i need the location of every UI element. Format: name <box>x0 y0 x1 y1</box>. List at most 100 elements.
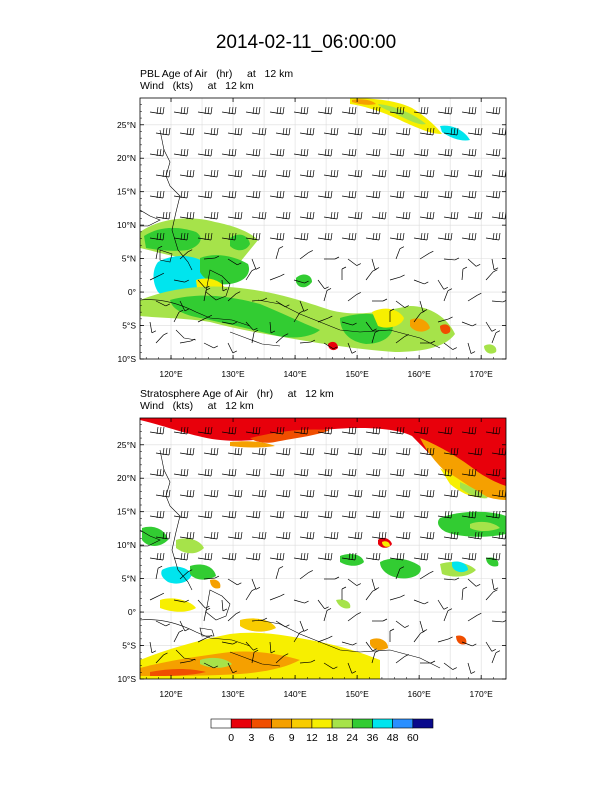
wind-barb <box>149 272 165 281</box>
wind-barb <box>275 169 291 178</box>
wind-barb <box>245 588 256 601</box>
colorbar-swatch <box>311 718 333 729</box>
wind-barb <box>485 190 501 199</box>
wind-barb <box>221 468 237 477</box>
wind-barb <box>221 552 237 561</box>
wind-barb <box>149 106 165 115</box>
wind-barb <box>419 169 435 178</box>
wind-barb <box>395 246 405 260</box>
wind-barb <box>437 148 453 157</box>
wind-barb <box>245 510 261 519</box>
wind-barb <box>395 489 411 498</box>
wind-barb <box>371 650 380 664</box>
wind-barb <box>389 552 405 561</box>
wind-barb <box>251 297 268 302</box>
lon-tick-label: 140°E <box>283 689 307 699</box>
strat-field-west-orange <box>210 579 221 589</box>
strat-field-green-small <box>336 599 351 609</box>
wind-barb <box>173 510 189 519</box>
wind-barb <box>269 641 276 654</box>
wind-barb <box>245 426 261 435</box>
strat-field-bottom-right2 <box>456 635 467 645</box>
wind-barb <box>443 127 459 136</box>
wind-barb <box>197 148 213 157</box>
colorbar-swatch <box>392 718 414 729</box>
wind-barb <box>347 662 357 674</box>
wind-barb <box>269 190 285 199</box>
wind-barb <box>227 211 243 220</box>
wind-barb <box>293 630 304 643</box>
wind-barb <box>227 578 242 586</box>
wind-barb <box>275 211 291 220</box>
wind-barb <box>299 659 316 664</box>
wind-barb <box>251 169 267 178</box>
wind-barb <box>179 127 195 136</box>
wind-barb <box>347 292 361 302</box>
wind-barb <box>419 127 435 136</box>
wind-barb <box>341 232 357 241</box>
wind-barb <box>203 127 219 136</box>
wind-barb <box>365 552 381 561</box>
wind-barb <box>341 510 357 519</box>
wind-barb <box>269 321 276 334</box>
wind-barb <box>323 447 339 456</box>
wind-barb <box>293 310 304 323</box>
wind-barb <box>372 618 388 622</box>
wind-barb <box>341 641 357 646</box>
wind-barb <box>299 169 315 178</box>
wind-barb <box>365 588 377 601</box>
wind-barb <box>371 258 380 270</box>
wind-barb <box>155 531 171 540</box>
wind-barb <box>245 106 261 115</box>
wind-barb <box>461 266 468 281</box>
wind-barb <box>251 211 267 220</box>
wind-barb <box>491 620 506 623</box>
wind-barb <box>461 510 477 519</box>
wind-barb <box>299 531 315 540</box>
lon-tick-label: 160°E <box>408 689 432 699</box>
lon-tick-label: 170°E <box>470 689 494 699</box>
wind-barb <box>341 426 357 435</box>
wind-barb <box>437 316 453 323</box>
wind-barb <box>443 662 457 670</box>
wind-barb <box>467 169 483 178</box>
panel2-frame <box>139 417 507 680</box>
wind-barb <box>461 106 477 115</box>
colorbar-label: 18 <box>326 732 338 744</box>
wind-barb <box>221 599 228 612</box>
wind-barb <box>371 127 387 136</box>
wind-barb <box>389 426 405 435</box>
wind-barb <box>419 300 428 312</box>
lat-tick-label: 25°N <box>117 120 136 130</box>
wind-barb <box>275 333 289 344</box>
wind-barb <box>485 148 501 157</box>
panel2-axes: 25°N 20°N 15°N 10°N 5°N 0° 5°S 10°S 120°E 130°E 14… <box>117 418 506 699</box>
wind-barb <box>269 468 285 477</box>
wind-barb <box>317 106 333 115</box>
wind-barb <box>467 342 476 354</box>
wind-barb <box>227 489 243 498</box>
colorbar-swatch <box>291 718 313 729</box>
wind-barb <box>275 489 291 498</box>
wind-barb <box>203 489 219 498</box>
pbl-field-green-5 <box>484 344 497 354</box>
wind-barb <box>155 300 170 307</box>
wind-barb <box>371 447 387 456</box>
wind-barb <box>485 641 496 652</box>
wind-barb <box>173 148 189 157</box>
pbl-field-green-2 <box>200 255 250 285</box>
wind-barb <box>413 190 429 199</box>
wind-barb <box>437 106 453 115</box>
wind-barb <box>467 612 482 622</box>
wind-barb <box>317 315 333 323</box>
wind-barb <box>155 332 168 344</box>
wind-barb <box>269 552 285 561</box>
wind-barb <box>275 447 291 456</box>
wind-barb <box>371 489 387 498</box>
wind-barb <box>420 340 436 344</box>
wind-barb <box>149 190 165 199</box>
wind-barb <box>324 256 340 260</box>
wind-barb <box>491 211 506 220</box>
panel1-wind-barbs <box>149 106 506 354</box>
